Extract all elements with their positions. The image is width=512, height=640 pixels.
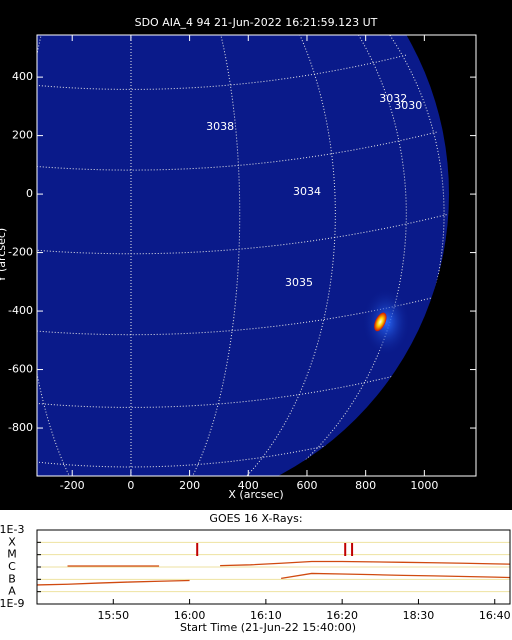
plot-area <box>22 35 449 534</box>
region-label: 3035 <box>285 276 313 289</box>
chart-title: GOES 16 X-Rays: <box>209 512 302 525</box>
flux-line <box>67 560 511 567</box>
parallel <box>76 527 186 534</box>
y-tick-label: 0 <box>26 187 33 200</box>
meridian <box>130 35 445 476</box>
x-tick-label: 1000 <box>410 479 438 492</box>
y-tick-label: -400 <box>8 304 33 317</box>
flare <box>374 312 387 332</box>
y-tick-label: 1E-9 <box>0 597 24 610</box>
heliographic-grid <box>22 35 449 534</box>
region-label: 3038 <box>206 120 234 133</box>
flux-line <box>36 572 511 586</box>
x-axis-label: Start Time (21-Jun-22 15:40:00) <box>180 621 356 634</box>
x-tick-label: 16:40 <box>479 609 511 622</box>
chart-title: SDO AIA_4 94 21-Jun-2022 16:21:59.123 UT <box>135 16 378 29</box>
y-tick-label: A <box>8 585 16 598</box>
x-tick-label: 600 <box>296 479 317 492</box>
y-tick-label: 1E-3 <box>0 523 24 536</box>
meridian <box>130 35 336 476</box>
y-tick-label: -600 <box>8 363 33 376</box>
x-tick-label: 800 <box>355 479 376 492</box>
y-tick-label: B <box>8 572 16 585</box>
y-tick-label: M <box>7 548 17 561</box>
solar-disk <box>37 35 449 476</box>
x-axis-label: X (arcsec) <box>228 488 283 501</box>
plot-frame <box>36 34 477 477</box>
y-tick-label: X <box>8 535 16 548</box>
y-tick-label: 400 <box>12 70 33 83</box>
y-tick-label: 200 <box>12 129 33 142</box>
x-tick-label: 200 <box>179 479 200 492</box>
x-tick-label: 400 <box>238 479 259 492</box>
x-tick-label: 16:20 <box>326 609 358 622</box>
parallel <box>37 213 449 255</box>
x-tick-label: 16:10 <box>250 609 282 622</box>
y-tick-label: C <box>8 560 16 573</box>
x-tick-label: 18:30 <box>403 609 435 622</box>
parallel <box>22 513 240 527</box>
x-tick-label: 16:00 <box>174 609 206 622</box>
region-label: 3034 <box>293 185 321 198</box>
x-tick-label: 15:50 <box>97 609 129 622</box>
x-tick-label: 0 <box>127 479 134 492</box>
y-tick-label: -200 <box>8 246 33 259</box>
x-tick-label: -200 <box>60 479 85 492</box>
y-tick-label: -800 <box>8 421 33 434</box>
flare-glow <box>362 287 411 356</box>
y-axis-label: Y (arcsec) <box>0 228 8 283</box>
region-label: 3032 <box>379 92 407 105</box>
region-label: 3030 <box>394 99 422 112</box>
plot-frame <box>36 529 511 605</box>
